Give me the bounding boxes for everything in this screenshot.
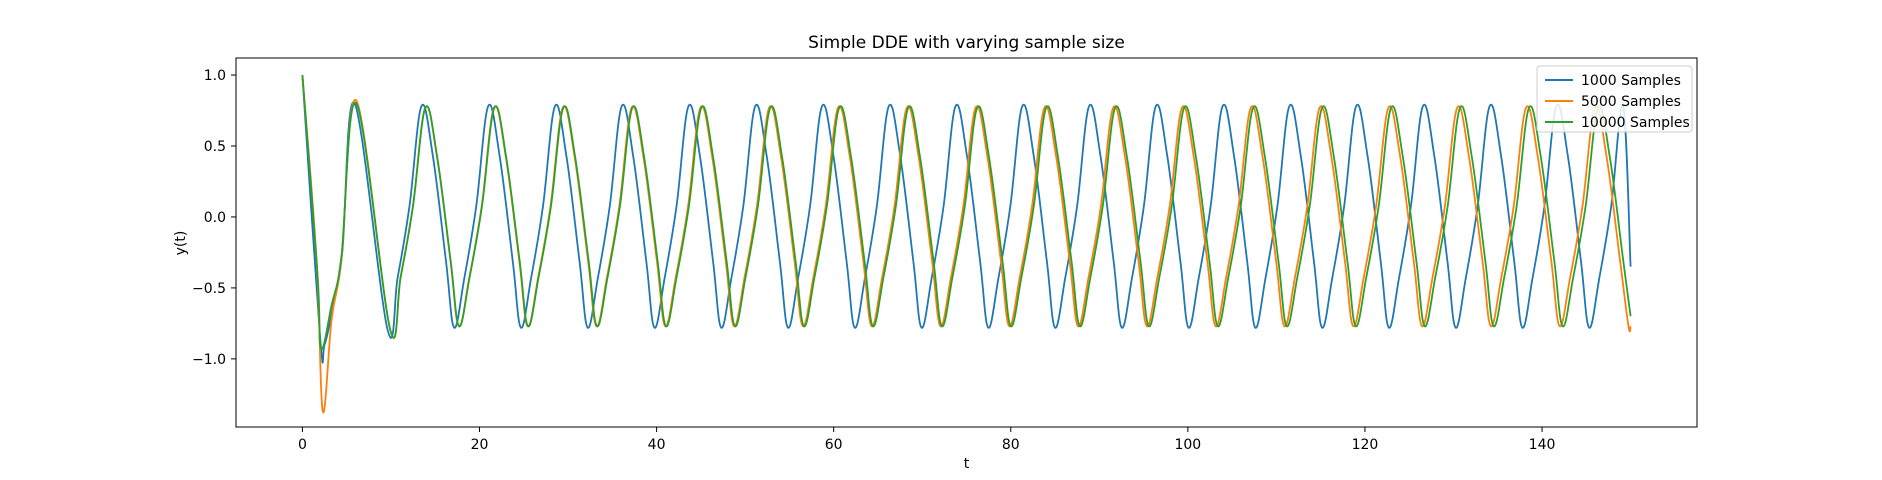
- x-tick-label: 140: [1529, 437, 1556, 453]
- legend-box: [1536, 65, 1693, 133]
- x-tick-label: 120: [1352, 437, 1379, 453]
- y-tick-label: −1.0: [192, 352, 226, 368]
- legend-label: 1000 Samples: [1581, 73, 1681, 89]
- series-line-10000-samples: [301, 74, 1632, 351]
- series-line-1000-samples: [301, 74, 1632, 364]
- y-tick-label: −0.5: [192, 281, 226, 297]
- y-axis-label: y(t): [173, 231, 189, 256]
- x-tick-label: 60: [825, 437, 843, 453]
- series-layer: [301, 74, 1632, 414]
- x-axis-label: t: [964, 456, 970, 472]
- x-tick-label: 20: [471, 437, 489, 453]
- x-tick-label: 0: [298, 437, 307, 453]
- y-tick-label: 1.0: [204, 68, 226, 84]
- chart-title: Simple DDE with varying sample size: [808, 33, 1125, 53]
- x-tick-label: 40: [648, 437, 666, 453]
- legend-label: 10000 Samples: [1581, 115, 1690, 131]
- y-tick-label: 0.0: [204, 210, 226, 226]
- y-tick-label: 0.5: [204, 139, 226, 155]
- x-axis: 0 20 40 60 80 100 120 140: [298, 427, 1555, 453]
- x-tick-label: 80: [1002, 437, 1020, 453]
- plot-frame: [235, 57, 1698, 428]
- legend: 1000 Samples 5000 Samples 10000 Samples: [1536, 65, 1693, 133]
- x-tick-label: 100: [1174, 437, 1201, 453]
- legend-label: 5000 Samples: [1581, 94, 1681, 110]
- y-axis: −1.0 −0.5 0.0 0.5 1.0: [192, 68, 236, 368]
